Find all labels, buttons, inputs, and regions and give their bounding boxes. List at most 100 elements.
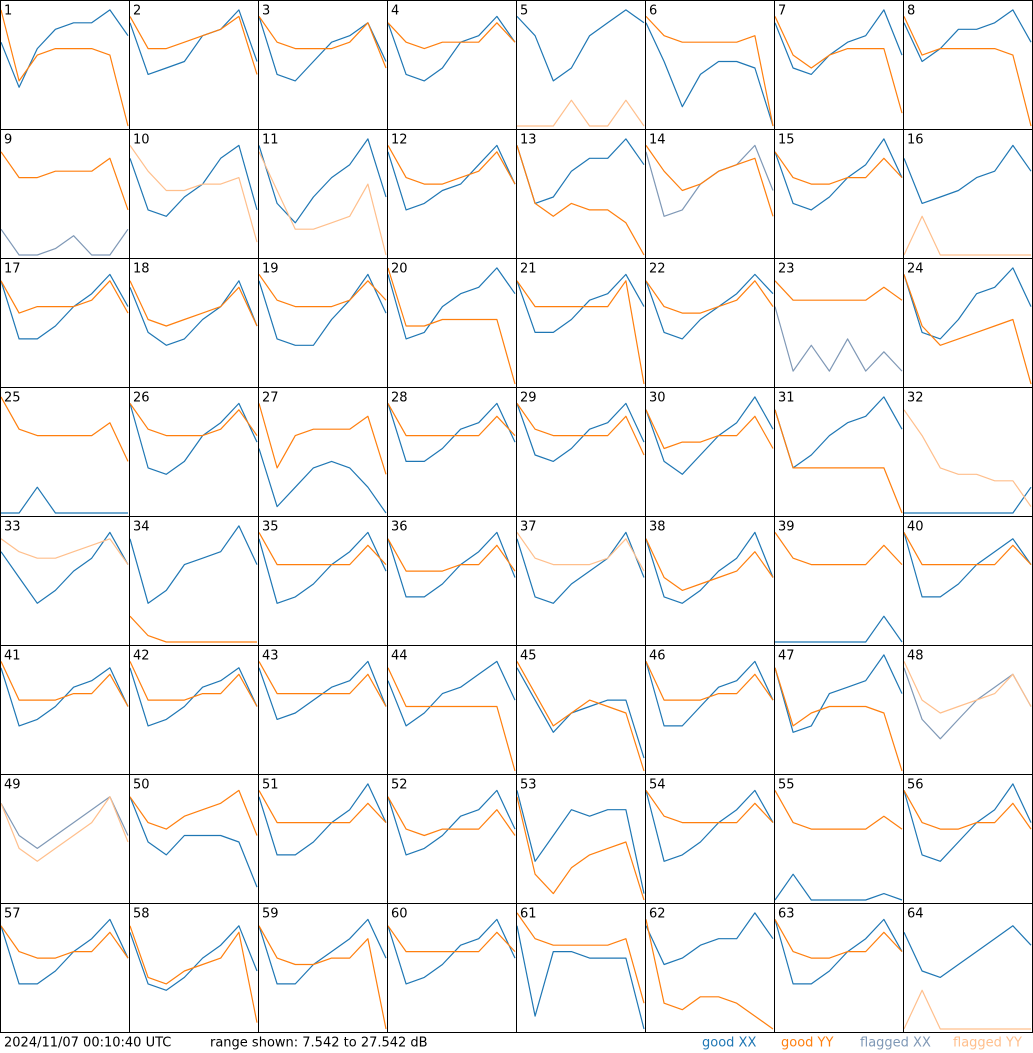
panel-label: 2 bbox=[133, 4, 141, 19]
yy-trace bbox=[129, 145, 258, 243]
panel-label: 51 bbox=[262, 778, 279, 793]
legend-entry: good YY bbox=[781, 1036, 833, 1051]
xx-trace bbox=[129, 525, 258, 604]
legend-entry: flagged XX bbox=[860, 1036, 931, 1051]
yy-trace bbox=[0, 151, 129, 211]
panel-label: 40 bbox=[907, 520, 924, 535]
panel-label: 46 bbox=[649, 649, 666, 664]
yy-trace bbox=[258, 16, 387, 69]
panel-label: 52 bbox=[391, 778, 408, 793]
xx-trace bbox=[774, 306, 903, 372]
xx-trace bbox=[645, 912, 774, 966]
timestamp: 2024/11/07 00:10:40 UTC bbox=[4, 1036, 171, 1051]
xx-trace bbox=[903, 667, 1032, 740]
yy-trace bbox=[645, 538, 774, 592]
yy-trace bbox=[774, 280, 903, 301]
yy-trace bbox=[903, 989, 1031, 1030]
yy-trace bbox=[903, 16, 1032, 127]
xx-trace bbox=[774, 396, 903, 469]
panel-label: 27 bbox=[262, 391, 279, 406]
xx-trace bbox=[645, 789, 774, 862]
legend-entry: flagged YY bbox=[953, 1036, 1022, 1051]
yy-trace bbox=[387, 538, 516, 572]
xx-trace bbox=[516, 273, 645, 333]
yy-trace bbox=[129, 15, 258, 75]
xx-trace bbox=[516, 138, 645, 204]
xx-trace bbox=[774, 918, 903, 985]
panel-label: 55 bbox=[778, 778, 795, 793]
xx-trace bbox=[387, 660, 516, 727]
yy-trace bbox=[387, 925, 516, 953]
xx-trace bbox=[0, 228, 129, 256]
yy-trace bbox=[516, 280, 645, 385]
panel-label: 34 bbox=[133, 520, 150, 535]
panel-label: 16 bbox=[907, 133, 924, 148]
panel-label: 61 bbox=[520, 907, 537, 922]
xx-trace bbox=[258, 16, 387, 82]
yy-trace bbox=[645, 790, 774, 824]
xx-trace bbox=[387, 918, 516, 985]
panel-label: 15 bbox=[778, 133, 795, 148]
panel-label: 47 bbox=[778, 649, 795, 664]
panel-label: 12 bbox=[391, 133, 408, 148]
xx-trace bbox=[387, 789, 516, 856]
yy-trace bbox=[129, 615, 257, 643]
xx-trace bbox=[0, 9, 129, 88]
yy-trace bbox=[387, 267, 516, 385]
yy-trace bbox=[645, 15, 774, 127]
yy-trace bbox=[0, 280, 129, 314]
xx-trace bbox=[903, 783, 1032, 862]
xx-trace bbox=[387, 15, 516, 82]
yy-trace bbox=[129, 925, 258, 1023]
yy-trace bbox=[129, 789, 258, 836]
xx-trace bbox=[775, 615, 903, 643]
panel-label: 18 bbox=[133, 262, 150, 277]
yy-trace bbox=[258, 151, 387, 256]
xx-trace bbox=[774, 9, 903, 76]
panel-label: 30 bbox=[649, 391, 666, 406]
panel-label: 31 bbox=[778, 391, 795, 406]
panel-label: 38 bbox=[649, 520, 666, 535]
xx-trace bbox=[645, 273, 774, 340]
range-label: range shown: 7.542 to 27.542 dB bbox=[210, 1036, 428, 1051]
panel-label: 49 bbox=[4, 778, 21, 793]
panel-label: 37 bbox=[520, 520, 537, 535]
yy-trace bbox=[387, 403, 516, 437]
xx-trace bbox=[516, 667, 645, 759]
panel-label: 64 bbox=[907, 907, 924, 922]
panel-label: 5 bbox=[520, 4, 528, 19]
yy-trace bbox=[645, 409, 774, 450]
xx-trace bbox=[1, 486, 128, 514]
yy-trace bbox=[387, 667, 516, 772]
xx-trace bbox=[774, 654, 903, 733]
xx-trace bbox=[774, 138, 903, 211]
panel-label: 39 bbox=[778, 520, 795, 535]
panel-label: 9 bbox=[4, 133, 12, 148]
xx-trace bbox=[258, 918, 387, 985]
panel-label: 13 bbox=[520, 133, 537, 148]
legend-entry: good XX bbox=[702, 1036, 756, 1051]
xx-trace bbox=[0, 918, 129, 985]
panel-label: 22 bbox=[649, 262, 666, 277]
panel-label: 23 bbox=[778, 262, 795, 277]
xx-trace bbox=[0, 273, 129, 340]
panel-label: 29 bbox=[520, 391, 537, 406]
panel-label: 36 bbox=[391, 520, 408, 535]
panel-label: 7 bbox=[778, 4, 786, 19]
yy-trace bbox=[517, 99, 645, 127]
panel-label: 26 bbox=[133, 391, 150, 406]
panel-label: 10 bbox=[133, 133, 150, 148]
xx-trace bbox=[129, 280, 258, 346]
xx-trace bbox=[645, 396, 774, 475]
xx-trace bbox=[645, 22, 774, 127]
xx-trace bbox=[516, 9, 645, 82]
yy-trace bbox=[0, 9, 129, 127]
yy-trace bbox=[258, 532, 387, 566]
panel-label: 63 bbox=[778, 907, 795, 922]
panel-label: 56 bbox=[907, 778, 924, 793]
xx-trace bbox=[387, 531, 516, 598]
xx-trace bbox=[903, 144, 1032, 204]
panel-label: 20 bbox=[391, 262, 408, 277]
panel-label: 45 bbox=[520, 649, 537, 664]
panel-label: 24 bbox=[907, 262, 924, 277]
